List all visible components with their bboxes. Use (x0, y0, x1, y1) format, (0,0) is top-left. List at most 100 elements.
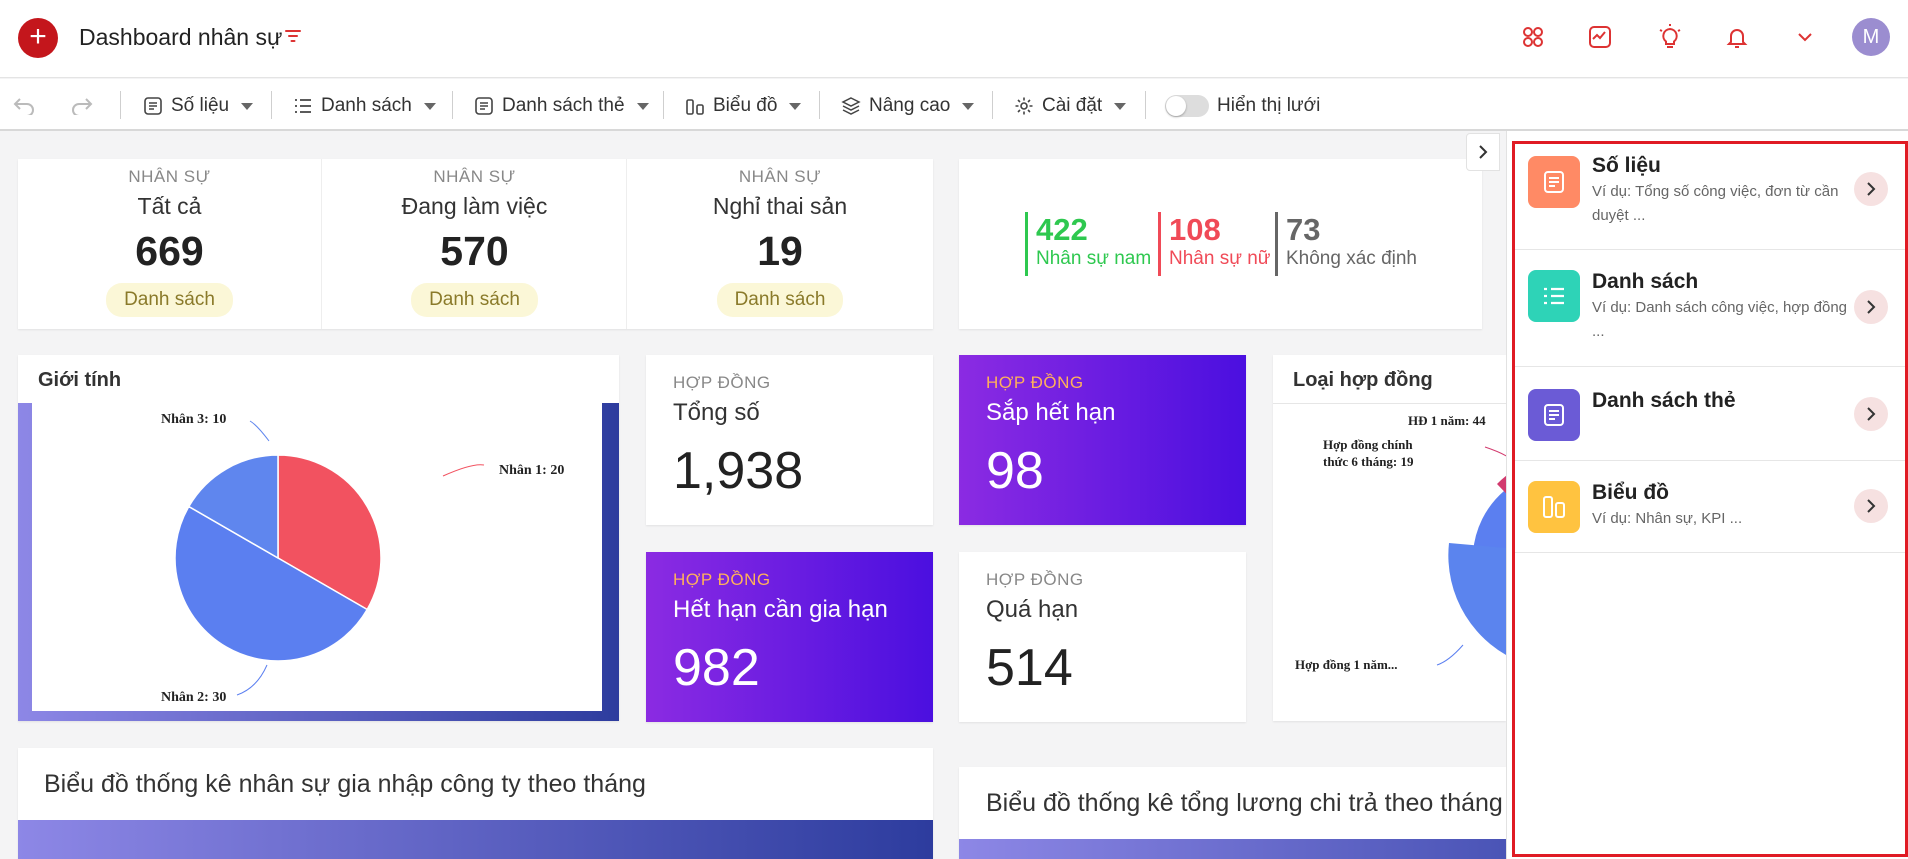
contract-title: Tổng số (673, 399, 760, 426)
contract-title: Quá hạn (986, 596, 1079, 623)
contract-type-pie-chart: HĐ 1 năm: 44 Hợp đồng chính thức 6 tháng… (1295, 413, 1506, 672)
stat-caption: NHÂN SỰ (128, 167, 211, 186)
gender-counts-card: 422 Nhân sự nam 108 Nhân sự nữ 73 Không … (959, 159, 1482, 329)
pie-slice (1473, 491, 1506, 553)
toolbar-item-label: Số liệu (171, 95, 230, 116)
salary-stats-chart-card: Biểu đồ thống kê tổng lương chi trả theo… (959, 767, 1506, 859)
toolbar-danh-sach[interactable]: Danh sách (293, 94, 436, 118)
panel-item-title: Danh sách thẻ (1592, 389, 1736, 412)
pie-label: HĐ 1 năm: 44 (1408, 413, 1486, 428)
chevron-down-icon[interactable] (1790, 22, 1820, 52)
gender-label: Nhân sự nam (1036, 248, 1152, 269)
toolbar-divider (819, 91, 820, 119)
contract-value: 98 (986, 442, 1044, 500)
contract-value: 514 (986, 639, 1073, 697)
panel-item-title: Số liệu (1592, 154, 1661, 177)
pie-label-slice-2: Nhân 2: 30 (161, 690, 226, 705)
chart-icon (1528, 481, 1580, 533)
gender-value: 108 (1169, 212, 1221, 247)
toolbar-so-lieu[interactable]: Số liệu (143, 94, 254, 118)
pie-slice-3[interactable] (187, 454, 279, 560)
contract-caption: HỢP ĐỒNG (673, 570, 771, 589)
stat-title: Đang làm việc (401, 193, 548, 219)
grid-toggle-label: Hiển thị lưới (1217, 95, 1321, 116)
layers-icon (841, 97, 861, 115)
stat-all: NHÂN SỰ Tất cả 669 Danh sách (18, 159, 322, 329)
toolbar-divider (120, 91, 121, 119)
gender-pie-chart: Nhân 1: 20 Nhân 2: 30 Nhân 3: 10 (161, 412, 564, 705)
filter-icon[interactable] (285, 29, 301, 43)
chevron-right-icon[interactable] (1854, 290, 1888, 324)
document-icon (144, 97, 162, 115)
contract-value: 982 (673, 639, 760, 697)
panel-item-danh-sach[interactable]: Danh sách Ví dụ: Danh sách công việc, hợ… (1512, 250, 1908, 367)
lightbulb-icon[interactable] (1655, 22, 1685, 52)
redo-icon[interactable] (70, 95, 94, 115)
card-list-icon (1528, 389, 1580, 441)
pie-slice-1[interactable] (277, 454, 382, 611)
pie-label: Hợp đồng chính (1323, 437, 1413, 452)
stat-title: Tất cả (137, 193, 202, 219)
contract-title: Hết hạn cần gia hạn (673, 596, 888, 623)
panel-item-title: Danh sách (1592, 270, 1699, 293)
pie-leader-line (1484, 446, 1506, 457)
gender-female: 108 Nhân sự nữ (1158, 212, 1271, 276)
contract-overdue-card: HỢP ĐỒNG Quá hạn 514 (959, 552, 1246, 722)
gender-label: Không xác định (1286, 248, 1417, 269)
chevron-right-icon[interactable] (1854, 489, 1888, 523)
toolbar-cai-dat[interactable]: Cài đặt (1014, 94, 1127, 118)
contract-value: 1,938 (673, 442, 804, 500)
toolbar-item-label: Danh sách (321, 95, 412, 116)
list-button[interactable]: Danh sách (411, 283, 538, 317)
panel-item-bieu-do[interactable]: Biểu đồ Ví dụ: Nhân sự, KPI ... (1512, 461, 1908, 553)
gender-chart-heading: Giới tính (38, 369, 122, 391)
toolbar-divider (452, 91, 453, 119)
bell-icon[interactable] (1722, 22, 1752, 52)
panel-item-desc: Ví dụ: Tổng số công việc, đơn từ cần duy… (1592, 183, 1839, 224)
gender-unknown: 73 Không xác định (1275, 212, 1417, 276)
contract-caption: HỢP ĐỒNG (673, 373, 771, 392)
list-button[interactable]: Danh sách (106, 283, 233, 317)
undo-icon[interactable] (12, 95, 36, 115)
chevron-right-icon[interactable] (1854, 172, 1888, 206)
activity-icon[interactable] (1585, 22, 1615, 52)
gender-male: 422 Nhân sự nam (1025, 212, 1151, 276)
toolbar-item-label: Nâng cao (869, 95, 951, 116)
panel-item-danh-sach-the[interactable]: Danh sách thẻ (1512, 367, 1908, 461)
stat-maternity: NHÂN SỰ Nghỉ thai sản 19 Danh sách (628, 159, 932, 329)
pie-slice-2[interactable] (174, 505, 369, 662)
gender-value: 73 (1286, 212, 1321, 247)
contract-caption: HỢP ĐỒNG (986, 570, 1084, 589)
add-button[interactable]: + (18, 18, 58, 58)
pie-leader-line (442, 464, 485, 477)
toolbar: Số liệu Danh sách Danh sách thẻ Biểu đồ … (0, 79, 1908, 131)
panel-item-so-lieu[interactable]: Số liệu Ví dụ: Tổng số công việc, đơn từ… (1512, 144, 1908, 250)
contract-caption: HỢP ĐỒNG (986, 373, 1084, 392)
apps-icon[interactable] (1518, 22, 1548, 52)
panel-collapse-button[interactable] (1466, 133, 1500, 171)
join-stats-chart-card: Biểu đồ thống kê nhân sự gia nhập công t… (18, 748, 933, 859)
list-button[interactable]: Danh sách (716, 283, 844, 317)
toolbar-item-label: Cài đặt (1042, 95, 1103, 116)
staff-stats-card: NHÂN SỰ Tất cả 669 Danh sách NHÂN SỰ Đan… (18, 159, 933, 329)
chart-title: Biểu đồ thống kê tổng lương chi trả theo… (986, 789, 1503, 817)
grid-toggle-switch[interactable] (1165, 95, 1209, 117)
toolbar-bieu-do[interactable]: Biểu đồ (685, 94, 802, 118)
contract-type-chart-card: Loại hợp đồng HĐ 1 năm: 44 Hợp đồng chín… (1273, 355, 1506, 721)
toolbar-divider (271, 91, 272, 119)
card-list-icon (475, 97, 493, 115)
pie-label: Hợp đồng 1 năm... (1295, 657, 1398, 672)
pie-leader-line (1436, 644, 1464, 666)
chevron-right-icon[interactable] (1854, 397, 1888, 431)
avatar[interactable]: M (1852, 18, 1890, 56)
toolbar-nang-cao[interactable]: Nâng cao (841, 94, 975, 118)
contract-type-heading: Loại hợp đồng (1293, 369, 1433, 391)
stat-working: NHÂN SỰ Đang làm việc 570 Danh sách (323, 159, 627, 329)
gender-chart-card: Giới tính Nhân 1: 20 Nhân 2: 30 Nhân 3: … (18, 355, 619, 721)
stat-value: 19 (757, 228, 803, 274)
toolbar-item-label: Danh sách thẻ (502, 95, 625, 116)
toolbar-danh-sach-the[interactable]: Danh sách thẻ (474, 94, 649, 118)
pie-label-slice-1: Nhân 1: 20 (499, 463, 564, 478)
panel-item-desc: Ví dụ: Nhân sự, KPI ... (1592, 510, 1743, 527)
contract-expiring-card: HỢP ĐỒNG Sắp hết hạn 98 (959, 355, 1246, 525)
